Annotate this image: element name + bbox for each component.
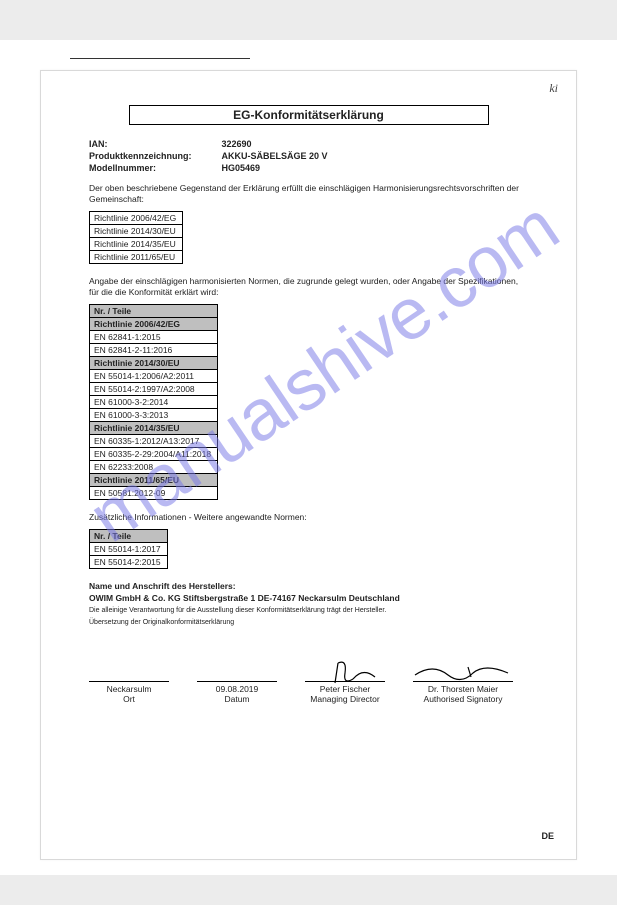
product-label: Produktkennzeichnung: (89, 151, 219, 161)
model-value: HG05469 (222, 163, 261, 173)
ian-value: 322690 (222, 139, 252, 149)
table-row: Richtlinie 2011/65/EU (90, 251, 183, 264)
additional-table: Nr. / TeileEN 55014-1:2017EN 55014-2:201… (89, 529, 168, 569)
mfr-fine1: Die alleinige Verantwortung für die Auss… (89, 606, 528, 615)
document-page: ki EG-Konformitätserklärung IAN: 322690 … (40, 70, 577, 860)
table-header: Nr. / Teile (90, 530, 168, 543)
manufacturer-block: Name und Anschrift des Herstellers: OWIM… (89, 581, 528, 627)
sig-role2: Authorised Signatory (413, 694, 513, 704)
mfr-fine2: Übersetzung der Originalkonformitätserkl… (89, 618, 528, 627)
table-row: EN 62841-1:2015 (90, 331, 218, 344)
standards-table: Nr. / TeileRichtlinie 2006/42/EGEN 62841… (89, 304, 218, 500)
table-row: EN 60335-2-29:2004/A11:2018 (90, 448, 218, 461)
sig-place-label: Ort (89, 694, 169, 704)
table-row: EN 55014-1:2017 (90, 543, 168, 556)
info-block: IAN: 322690 Produktkennzeichnung: AKKU-S… (89, 139, 528, 173)
paragraph-3: Zusätzliche Informationen - Weitere ange… (89, 512, 528, 523)
ian-label: IAN: (89, 139, 219, 149)
mfr-line2: OWIM GmbH & Co. KG Stiftsbergstraße 1 DE… (89, 593, 528, 604)
table-row: Richtlinie 2011/65/EU (90, 474, 218, 487)
table-row: EN 61000-3-3:2013 (90, 409, 218, 422)
top-bar (0, 0, 617, 40)
table-header: Nr. / Teile (90, 305, 218, 318)
signature-1-icon (305, 659, 385, 687)
table-row: EN 55014-1:2006/A2:2011 (90, 370, 218, 383)
table-row: EN 62233:2008 (90, 461, 218, 474)
paragraph-1: Der oben beschriebene Gegenstand der Erk… (89, 183, 528, 205)
table-row: EN 55014-2:1997/A2:2008 (90, 383, 218, 396)
bottom-bar (0, 875, 617, 905)
table-row: EN 50581:2012-09 (90, 487, 218, 500)
table-row: EN 61000-3-2:2014 (90, 396, 218, 409)
sig-role1: Managing Director (305, 694, 385, 704)
signature-area: Neckarsulm Ort 09.08.2019 Datum Peter Fi… (89, 659, 528, 704)
mfr-line1: Name und Anschrift des Herstellers: (89, 581, 528, 592)
handwritten-mark: ki (549, 81, 558, 96)
language-code: DE (541, 831, 554, 841)
product-value: AKKU-SÄBELSÄGE 20 V (222, 151, 328, 161)
table-row: Richtlinie 2014/30/EU (90, 357, 218, 370)
title-box: EG-Konformitätserklärung (129, 105, 489, 125)
sig-date-label: Datum (197, 694, 277, 704)
model-label: Modellnummer: (89, 163, 219, 173)
table-row: Richtlinie 2006/42/EG (90, 212, 183, 225)
signature-2-icon (413, 659, 513, 687)
table-row: Richtlinie 2014/35/EU (90, 422, 218, 435)
top-rule (70, 58, 250, 59)
table-row: Richtlinie 2006/42/EG (90, 318, 218, 331)
table-row: Richtlinie 2014/35/EU (90, 238, 183, 251)
table-row: EN 55014-2:2015 (90, 556, 168, 569)
paragraph-2: Angabe der einschlägigen harmonisierten … (89, 276, 528, 298)
directives-table: Richtlinie 2006/42/EGRichtlinie 2014/30/… (89, 211, 183, 264)
table-row: EN 62841-2-11:2016 (90, 344, 218, 357)
table-row: EN 60335-1:2012/A13:2017 (90, 435, 218, 448)
table-row: Richtlinie 2014/30/EU (90, 225, 183, 238)
